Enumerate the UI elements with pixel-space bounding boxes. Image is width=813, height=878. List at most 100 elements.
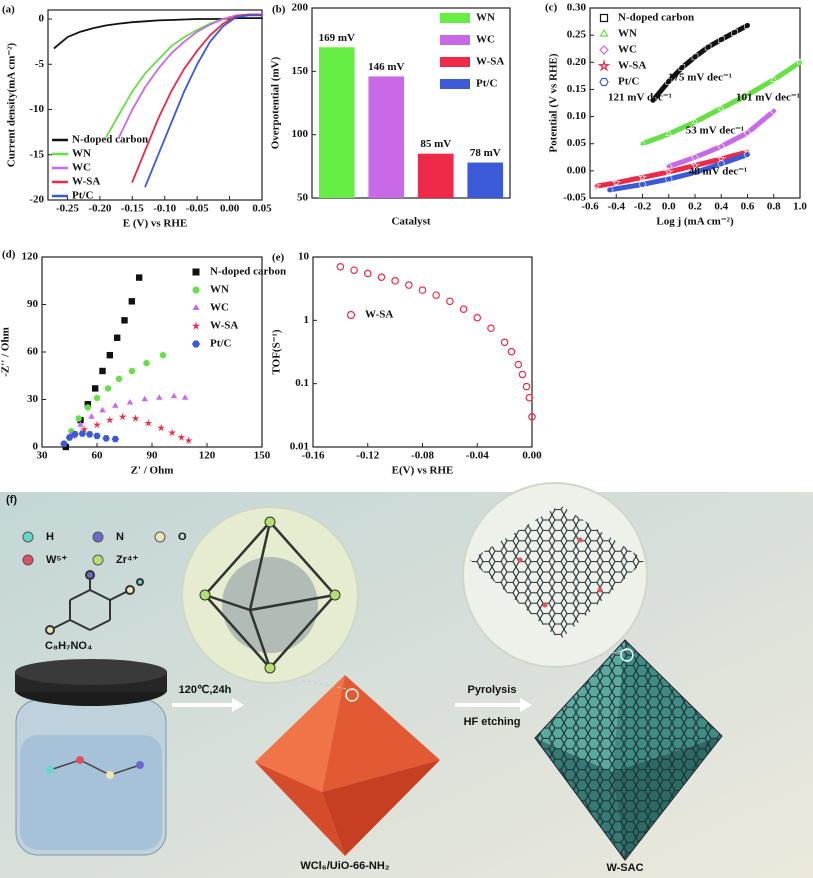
point <box>691 117 699 124</box>
x-tick-label: 90 <box>147 450 159 462</box>
slope-label: 175 mV dec⁻¹ <box>668 72 732 84</box>
x-tick-label: 30 <box>37 450 49 462</box>
legend-label: Pt/C <box>618 76 639 88</box>
point <box>350 266 358 274</box>
value-label: 78 mV <box>470 147 501 159</box>
product-label: W-SAC <box>606 862 643 874</box>
value-label: 85 mV <box>420 138 451 150</box>
y-axis-label: TOF(S⁻¹) <box>271 329 283 374</box>
panel-label: (e) <box>272 252 285 264</box>
molecule <box>45 570 144 635</box>
point <box>717 160 726 168</box>
atom-swatch <box>154 531 166 543</box>
point <box>105 415 114 424</box>
point <box>177 433 186 441</box>
bar <box>467 162 504 198</box>
point <box>75 415 82 422</box>
panel-label: (f) <box>6 494 17 506</box>
atom-label: N <box>116 531 124 543</box>
x-tick-label: 150 <box>254 450 271 462</box>
slope-label: 121 mV dec⁻¹ <box>608 92 672 104</box>
legend-marker <box>192 340 200 348</box>
x-tick-label: 60 <box>92 450 104 462</box>
point <box>691 169 699 176</box>
legend-label: Pt/C <box>210 338 231 350</box>
point <box>500 338 509 347</box>
point <box>86 431 94 438</box>
legend-label: Pt/C <box>476 78 497 90</box>
y-axis-label: Overpotential (mV) <box>270 56 282 149</box>
legend-marker <box>599 28 609 37</box>
jar <box>15 659 167 856</box>
x-axis-label: E (V) vs RHE <box>123 218 187 230</box>
step: HF etching <box>464 716 521 728</box>
legend-label: N-doped carbon <box>618 12 694 24</box>
y-axis-label: -Z'' / Ohm <box>0 327 12 377</box>
legend-swatch <box>440 57 470 67</box>
point <box>71 431 79 438</box>
point <box>141 395 148 402</box>
point <box>459 305 468 313</box>
formula: C₈H₇NO₄ <box>45 640 92 652</box>
legend-label: W-SA <box>72 176 100 188</box>
point <box>62 443 70 451</box>
plot-frame <box>311 7 511 199</box>
x-tick-label: -0.2 <box>634 201 652 213</box>
point <box>514 360 523 369</box>
y-tick-label: 200 <box>292 2 309 14</box>
point <box>522 382 531 391</box>
point <box>418 286 427 294</box>
legend-marker <box>599 45 609 55</box>
series-line <box>105 13 263 138</box>
y-tick-label: 0.05 <box>567 137 587 149</box>
legend-marker <box>192 268 200 276</box>
legend-label: WN <box>618 28 637 40</box>
x-tick-label: 1.0 <box>793 201 807 213</box>
series-line <box>594 149 750 189</box>
x-tick-label: -0.08 <box>411 450 434 462</box>
point <box>126 399 134 405</box>
slope-label: 48 mV dec⁻¹ <box>689 166 747 178</box>
x-tick-label: 0.2 <box>688 201 702 213</box>
scheme-panel: (f) H N O W⁵⁺ Zr⁴⁺ C₈H₇NO₄ 120℃,24h WCl₆/UiO… <box>0 482 813 878</box>
point <box>115 375 123 383</box>
point <box>93 420 101 429</box>
point <box>391 277 399 285</box>
x-tick-label: 0.00 <box>522 450 542 462</box>
x-tick-label: -0.6 <box>581 201 599 213</box>
y-tick-label: 30 <box>27 393 39 405</box>
series-line <box>144 14 263 188</box>
series-line <box>640 59 803 147</box>
y-tick-label: 120 <box>22 251 39 263</box>
point <box>170 392 178 399</box>
atom-label: O <box>178 531 187 543</box>
point <box>518 370 527 379</box>
x-tick-label: -0.04 <box>466 450 489 462</box>
legend-marker <box>599 13 609 23</box>
point <box>405 281 413 289</box>
step: Pyrolysis <box>468 684 517 696</box>
point <box>144 419 153 427</box>
point <box>796 58 804 65</box>
point <box>665 77 673 85</box>
precursor-label: WCl₆/UiO-66-NH₂ <box>300 860 389 872</box>
y-tick-label: 0.10 <box>567 110 587 122</box>
point <box>91 385 99 392</box>
point <box>93 432 101 440</box>
series-line <box>666 108 777 169</box>
legend-swatch <box>440 13 470 23</box>
x-tick-label: 0.05 <box>252 203 272 215</box>
point <box>605 186 614 194</box>
atom-swatch <box>22 531 34 543</box>
panel-label: (b) <box>272 4 286 16</box>
point <box>743 151 752 158</box>
y-tick-label: 1 <box>304 314 310 326</box>
legend-marker <box>599 77 609 87</box>
legend-label: WC <box>476 34 495 46</box>
legend-marker <box>597 59 611 72</box>
point <box>691 53 699 61</box>
series-line <box>53 17 263 49</box>
point <box>84 404 92 411</box>
legend-swatch <box>440 79 470 89</box>
y-tick-label: 100 <box>292 128 309 140</box>
